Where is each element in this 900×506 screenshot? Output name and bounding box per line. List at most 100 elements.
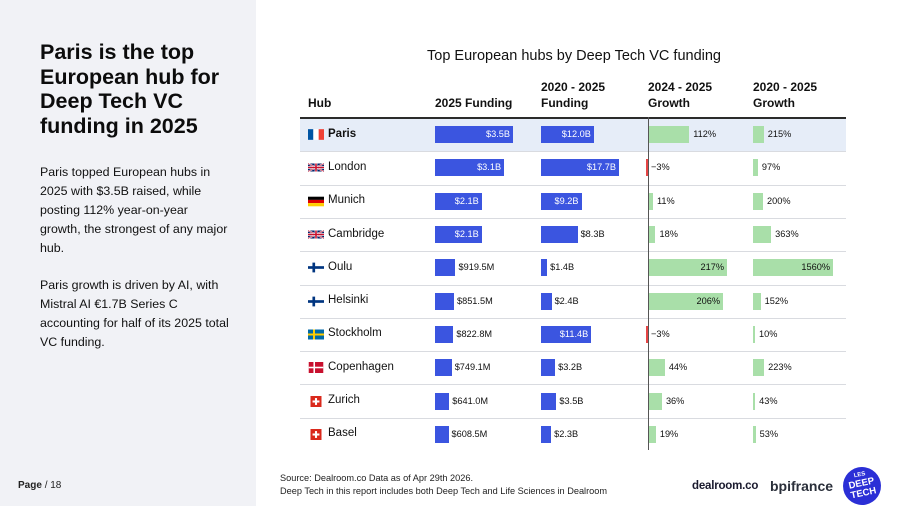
growth-2024-2025-label: 206%	[696, 295, 721, 306]
funding-2020-2025-label: $2.3B	[554, 428, 579, 439]
source-line-1: Source: Dealroom.co Data as of Apr 29th …	[280, 473, 474, 483]
growth-2024-2025-label: 217%	[700, 262, 725, 273]
funding-2020-2025-bar	[541, 226, 578, 244]
funding-2025-bar	[435, 192, 482, 210]
lesdeeptech-logo: LES DEEP TECH	[839, 463, 885, 506]
growth-2024-2025-bar	[646, 159, 648, 177]
growth-2020-2025-bar	[753, 392, 756, 410]
growth-2020-2025-label: 97%	[761, 162, 781, 173]
source-line-2: Deep Tech in this report includes both D…	[280, 486, 608, 496]
growth-2024-2025-bar	[649, 392, 662, 410]
header-rule	[300, 117, 846, 119]
growth-2020-2025-label: 53%	[759, 428, 779, 439]
chart-title: Top European hubs by Deep Tech VC fundin…	[427, 48, 721, 64]
funding-2020-2025-label: $12.0B	[561, 129, 591, 140]
funding-2020-2025-label: $17.7B	[586, 162, 616, 173]
funding-2020-2025-label: $3.5B	[559, 395, 584, 406]
funding-2025-label: $608.5M	[451, 428, 488, 439]
growth-2024-2025-bar	[649, 259, 727, 277]
funding-2025-label: $641.0M	[452, 395, 489, 406]
column-header-funding-2020-2025: 2020 - 2025 Funding	[541, 80, 606, 110]
hub-name: Basel	[328, 427, 357, 440]
growth-2020-2025-label: 223%	[768, 362, 792, 373]
summary-paragraph: Paris topped European hubs in 2025 with …	[40, 165, 228, 255]
hub-name: Oulu	[328, 260, 353, 273]
growth-divider	[648, 117, 649, 450]
funding-2020-2025-bar	[541, 159, 619, 177]
finland-flag-icon	[308, 262, 324, 273]
bpifrance-logo-part-1: bpi	[770, 478, 791, 494]
growth-2020-2025-label: 152%	[764, 295, 789, 306]
funding-2025-bar	[435, 425, 449, 443]
hub-name: Stockholm	[328, 327, 382, 340]
funding-2025-bar	[435, 325, 454, 343]
growth-2020-2025-bar	[753, 325, 755, 343]
hub-name: Helsinki	[328, 294, 369, 307]
growth-2024-2025-bar	[649, 226, 656, 244]
bpifrance-logo: bpifrance	[770, 478, 833, 494]
growth-2024-2025-label: −3%	[651, 162, 670, 173]
row-separator	[300, 351, 846, 353]
growth-2020-2025-bar	[753, 359, 765, 377]
growth-2020-2025-bar	[753, 292, 761, 310]
funding-2020-2025-label: $2.4B	[554, 295, 579, 306]
growth-2024-2025-label: 18%	[659, 229, 678, 240]
page-label: Page	[18, 480, 42, 491]
row-separator	[300, 184, 846, 186]
column-header-hub: Hub	[308, 96, 332, 110]
bpifrance-logo-part-2: france	[791, 478, 834, 494]
growth-2020-2025-label: 10%	[759, 328, 778, 339]
row-separator	[300, 417, 846, 419]
germany-flag-icon	[308, 196, 324, 207]
funding-2020-2025-bar	[541, 259, 548, 277]
row-separator	[300, 251, 846, 253]
left-panel: Paris is the top European hub for Deep T…	[0, 0, 256, 506]
funding-2020-2025-bar	[541, 325, 592, 343]
funding-2025-bar	[435, 226, 482, 244]
france-flag-icon	[308, 129, 324, 140]
row-separator	[300, 151, 846, 153]
growth-2024-2025-bar	[649, 292, 724, 310]
growth-2020-2025-label: 1560%	[801, 262, 830, 273]
funding-2025-bar	[435, 159, 505, 177]
hub-name: Cambridge	[328, 227, 385, 240]
funding-2025-bar	[435, 392, 450, 410]
funding-2020-2025-label: $8.3B	[580, 229, 605, 240]
growth-2024-2025-bar	[649, 425, 656, 443]
row-separator	[300, 217, 846, 219]
uk-flag-icon	[308, 229, 324, 240]
growth-2020-2025-bar	[753, 192, 763, 210]
funding-2025-bar	[435, 259, 456, 277]
funding-2025-label: $851.5M	[456, 295, 493, 306]
funding-2020-2025-label: $9.2B	[554, 195, 579, 206]
funding-2020-2025-bar	[541, 192, 582, 210]
headline: Paris is the top European hub for Deep T…	[40, 40, 220, 138]
growth-2024-2025-label: 11%	[656, 195, 675, 206]
denmark-flag-icon	[308, 362, 324, 374]
dealroom-logo: dealroom.co	[692, 480, 759, 492]
row-separator	[300, 384, 846, 386]
funding-2020-2025-label: $11.4B	[559, 328, 589, 339]
growth-2020-2025-bar	[753, 259, 833, 277]
funding-2025-bar	[435, 292, 454, 310]
growth-2024-2025-label: 44%	[668, 362, 688, 373]
funding-2025-bar	[435, 359, 452, 377]
funding-2025-label: $749.1M	[454, 362, 491, 373]
funding-2025-label: $2.1B	[454, 195, 479, 206]
row-separator	[300, 284, 846, 286]
column-header-funding-2025: 2025 Funding	[435, 96, 513, 110]
growth-2024-2025-bar	[649, 126, 690, 144]
page-number: / 18	[44, 480, 62, 491]
growth-2024-2025-label: 19%	[659, 428, 679, 439]
growth-2024-2025-label: 112%	[693, 129, 717, 140]
growth-2020-2025-label: 215%	[767, 129, 792, 140]
column-header-growth-2020-2025: 2020 - 2025 Growth	[753, 80, 818, 110]
growth-2024-2025-label: 36%	[665, 395, 685, 406]
row-separator	[300, 317, 846, 319]
funding-2020-2025-bar	[541, 126, 594, 144]
growth-2020-2025-label: 43%	[759, 395, 778, 406]
hub-name: Munich	[328, 194, 366, 207]
funding-2020-2025-label: $3.2B	[558, 362, 583, 373]
uk-flag-icon	[308, 162, 324, 173]
growth-2024-2025-bar	[649, 192, 653, 210]
